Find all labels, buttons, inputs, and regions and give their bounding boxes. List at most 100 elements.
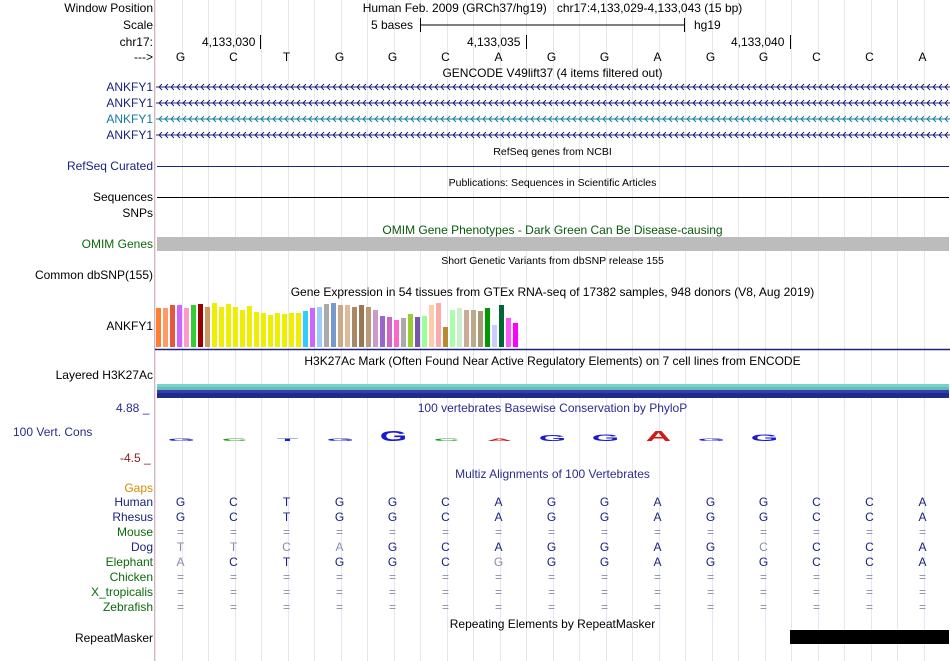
species-label[interactable]: Rhesus (112, 510, 153, 524)
gtex-tissue-bar[interactable] (464, 310, 469, 347)
gtex-tissue-bar[interactable] (415, 317, 420, 347)
gtex-tissue-bar[interactable] (198, 304, 203, 347)
alignment-base: G (387, 540, 398, 554)
gtex-tissue-bar[interactable] (387, 317, 392, 347)
gencode-gene-label[interactable]: ANKFY1 (106, 128, 153, 142)
gtex-tissue-bar[interactable] (303, 311, 308, 347)
gtex-tissue-bar[interactable] (401, 318, 406, 347)
gtex-tissue-bar[interactable] (450, 310, 455, 347)
snps-label[interactable]: SNPs (122, 206, 153, 220)
gtex-tissue-bar[interactable] (240, 310, 245, 347)
gtex-tissue-bar[interactable] (282, 314, 287, 347)
species-label[interactable]: Elephant (105, 555, 153, 569)
alignment-base: T (176, 540, 185, 554)
dbsnp-track-label[interactable]: Common dbSNP(155) (34, 268, 153, 282)
omim-gene-bar[interactable] (157, 237, 949, 251)
gtex-tissue-bar[interactable] (324, 304, 329, 347)
gtex-tissue-bar[interactable] (436, 303, 441, 347)
gtex-tissue-bar[interactable] (429, 305, 434, 347)
gtex-tissue-bar[interactable] (268, 315, 273, 347)
gtex-tissue-bar[interactable] (233, 307, 238, 347)
gtex-tissue-bar[interactable] (170, 305, 175, 347)
gencode-gene-model[interactable] (156, 80, 950, 94)
gtex-tissue-bar[interactable] (212, 303, 217, 347)
publications-line[interactable] (157, 197, 949, 198)
gtex-tissue-bar[interactable] (422, 316, 427, 347)
gtex-tissue-bar[interactable] (373, 310, 378, 347)
gtex-tissue-bar[interactable] (352, 307, 357, 347)
h3k27ac-layer[interactable] (157, 393, 949, 398)
gencode-gene-label[interactable]: ANKFY1 (106, 96, 153, 110)
gencode-gene-model[interactable] (156, 112, 950, 126)
gencode-gene-label[interactable]: ANKFY1 (106, 112, 153, 126)
species-label[interactable]: Dog (130, 540, 153, 554)
gtex-bar-chart[interactable] (155, 300, 950, 351)
gtex-tissue-bar[interactable] (261, 313, 266, 347)
grid-line (870, 0, 872, 661)
gtex-tissue-bar[interactable] (317, 307, 322, 347)
h3k27ac-layer[interactable] (157, 387, 949, 390)
publications-track-label[interactable]: Sequences (92, 190, 153, 204)
gtex-tissue-bar[interactable] (492, 325, 497, 347)
refseq-track-label[interactable]: RefSeq Curated (66, 159, 153, 173)
gtex-tissue-bar[interactable] (289, 313, 294, 347)
gtex-tissue-bar[interactable] (513, 323, 518, 347)
alignment-base: = (759, 570, 767, 584)
gtex-tissue-bar[interactable] (359, 305, 364, 347)
refseq-gene-line[interactable] (157, 166, 949, 167)
gtex-tissue-bar[interactable] (163, 308, 168, 347)
scale-text: 5 bases (371, 18, 414, 32)
gtex-tissue-bar[interactable] (338, 305, 343, 347)
h3k27ac-layer[interactable] (157, 390, 949, 393)
alignment-base: = (176, 585, 184, 599)
gencode-gene-model[interactable] (156, 128, 950, 142)
gtex-tissue-bar[interactable] (380, 316, 385, 347)
alignment-base: C (812, 495, 821, 509)
gtex-tissue-bar[interactable] (345, 305, 350, 347)
gtex-tissue-bar[interactable] (296, 313, 301, 347)
gtex-track-label[interactable]: ANKFY1 (106, 319, 153, 333)
repeatmasker-track-label[interactable]: RepeatMasker (74, 631, 153, 645)
gtex-tissue-bar[interactable] (366, 307, 371, 347)
gtex-tissue-bar[interactable] (443, 327, 448, 347)
species-label[interactable]: Human (114, 495, 153, 509)
gtex-tissue-bar[interactable] (457, 308, 462, 347)
gtex-tissue-bar[interactable] (394, 320, 399, 347)
species-label[interactable]: X_tropicalis (90, 585, 153, 599)
species-label[interactable]: Mouse (116, 525, 153, 539)
gtex-tissue-bar[interactable] (331, 303, 336, 347)
gtex-tissue-bar[interactable] (506, 318, 511, 347)
species-label[interactable]: Chicken (109, 570, 153, 584)
gtex-tissue-bar[interactable] (275, 313, 280, 347)
gtex-tissue-bar[interactable] (205, 307, 210, 347)
repeat-element[interactable] (790, 630, 949, 644)
gtex-tissue-bar[interactable] (177, 305, 182, 347)
gtex-tissue-bar[interactable] (156, 308, 161, 347)
gtex-tissue-bar[interactable] (247, 306, 252, 347)
gencode-gene-label[interactable]: ANKFY1 (106, 80, 153, 94)
cons-track-label[interactable]: 100 Vert. Cons (13, 425, 93, 439)
gtex-tissue-bar[interactable] (408, 314, 413, 347)
gtex-tissue-bar[interactable] (471, 310, 476, 347)
gtex-tissue-bar[interactable] (254, 312, 259, 347)
gtex-tissue-bar[interactable] (310, 308, 315, 347)
alignment-base: G (705, 510, 716, 524)
h3k27ac-layer[interactable] (157, 384, 949, 387)
gtex-tissue-bar[interactable] (184, 308, 189, 347)
gtex-tissue-bar[interactable] (478, 311, 483, 347)
omim-track-label[interactable]: OMIM Genes (81, 237, 153, 251)
gtex-tissue-bar[interactable] (499, 305, 504, 347)
gencode-gene-model[interactable] (156, 96, 950, 110)
sequence-base: T (282, 50, 291, 64)
h3k27ac-track-label[interactable]: Layered H3K27Ac (55, 368, 153, 382)
species-label[interactable]: Zebrafish (102, 600, 153, 614)
cons-track-title: 100 vertebrates Basewise Conservation by… (417, 401, 688, 415)
gtex-tissue-bar[interactable] (191, 305, 196, 347)
gtex-tissue-bar[interactable] (226, 304, 231, 347)
gtex-tissue-bar[interactable] (219, 307, 224, 347)
cons-base-glyph: G (380, 427, 407, 444)
sequence-base: G (599, 50, 610, 64)
gtex-tissue-bar[interactable] (485, 308, 490, 347)
